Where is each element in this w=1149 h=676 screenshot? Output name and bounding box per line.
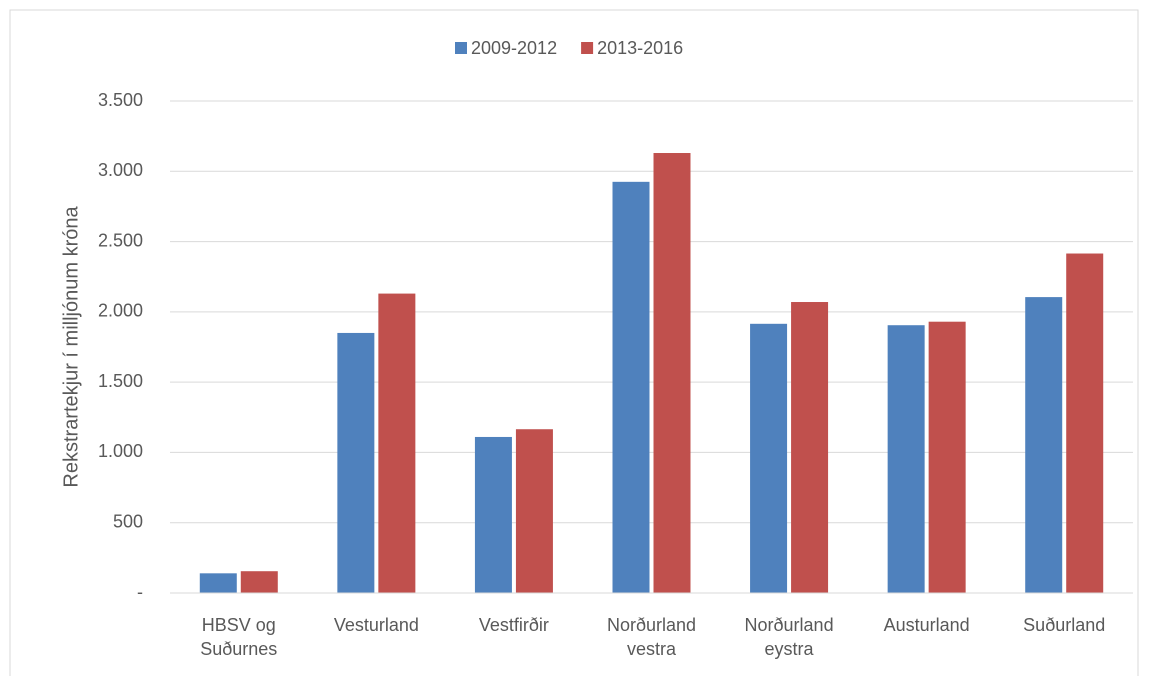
bar [653, 153, 691, 594]
x-tick-label: Austurland [884, 615, 970, 635]
bar [1066, 253, 1104, 593]
bar [240, 571, 278, 593]
y-tick-label: 3.000 [98, 160, 143, 180]
bar [378, 293, 416, 593]
chart-border [9, 9, 1139, 676]
y-tick-label: 500 [113, 511, 143, 531]
y-tick-label: 1.500 [98, 371, 143, 391]
x-tick-label: Vesturland [334, 615, 419, 635]
x-tick-label: HBSV og Suðurnes [200, 615, 277, 659]
x-tick-label: Norðurland vestra [607, 615, 696, 659]
x-tick-label: Suðurland [1023, 615, 1105, 635]
y-tick-label: - [137, 582, 143, 602]
legend-label: 2013-2016 [597, 38, 683, 58]
bar [612, 181, 650, 594]
bar [515, 429, 553, 593]
y-tick-label: 1.000 [98, 441, 143, 461]
bar [928, 321, 966, 593]
bar [887, 325, 925, 593]
legend-swatch [581, 42, 594, 54]
x-tick-label: Norðurland eystra [745, 615, 834, 659]
legend-swatch [455, 42, 467, 54]
y-tick-label: 2.500 [98, 230, 143, 250]
y-axis-label: Rekstrartekjur í milljónum króna [60, 206, 82, 488]
bar [337, 332, 375, 593]
y-tick-label: 3.500 [98, 90, 143, 110]
legend-label: 2009-2012 [471, 38, 557, 58]
bar [474, 436, 512, 593]
x-tick-label: Vestfirðir [479, 615, 549, 635]
bar [750, 323, 788, 593]
bar [1025, 297, 1063, 593]
y-tick-label: 2.000 [98, 301, 143, 321]
bar [199, 573, 237, 593]
bar [791, 302, 829, 593]
